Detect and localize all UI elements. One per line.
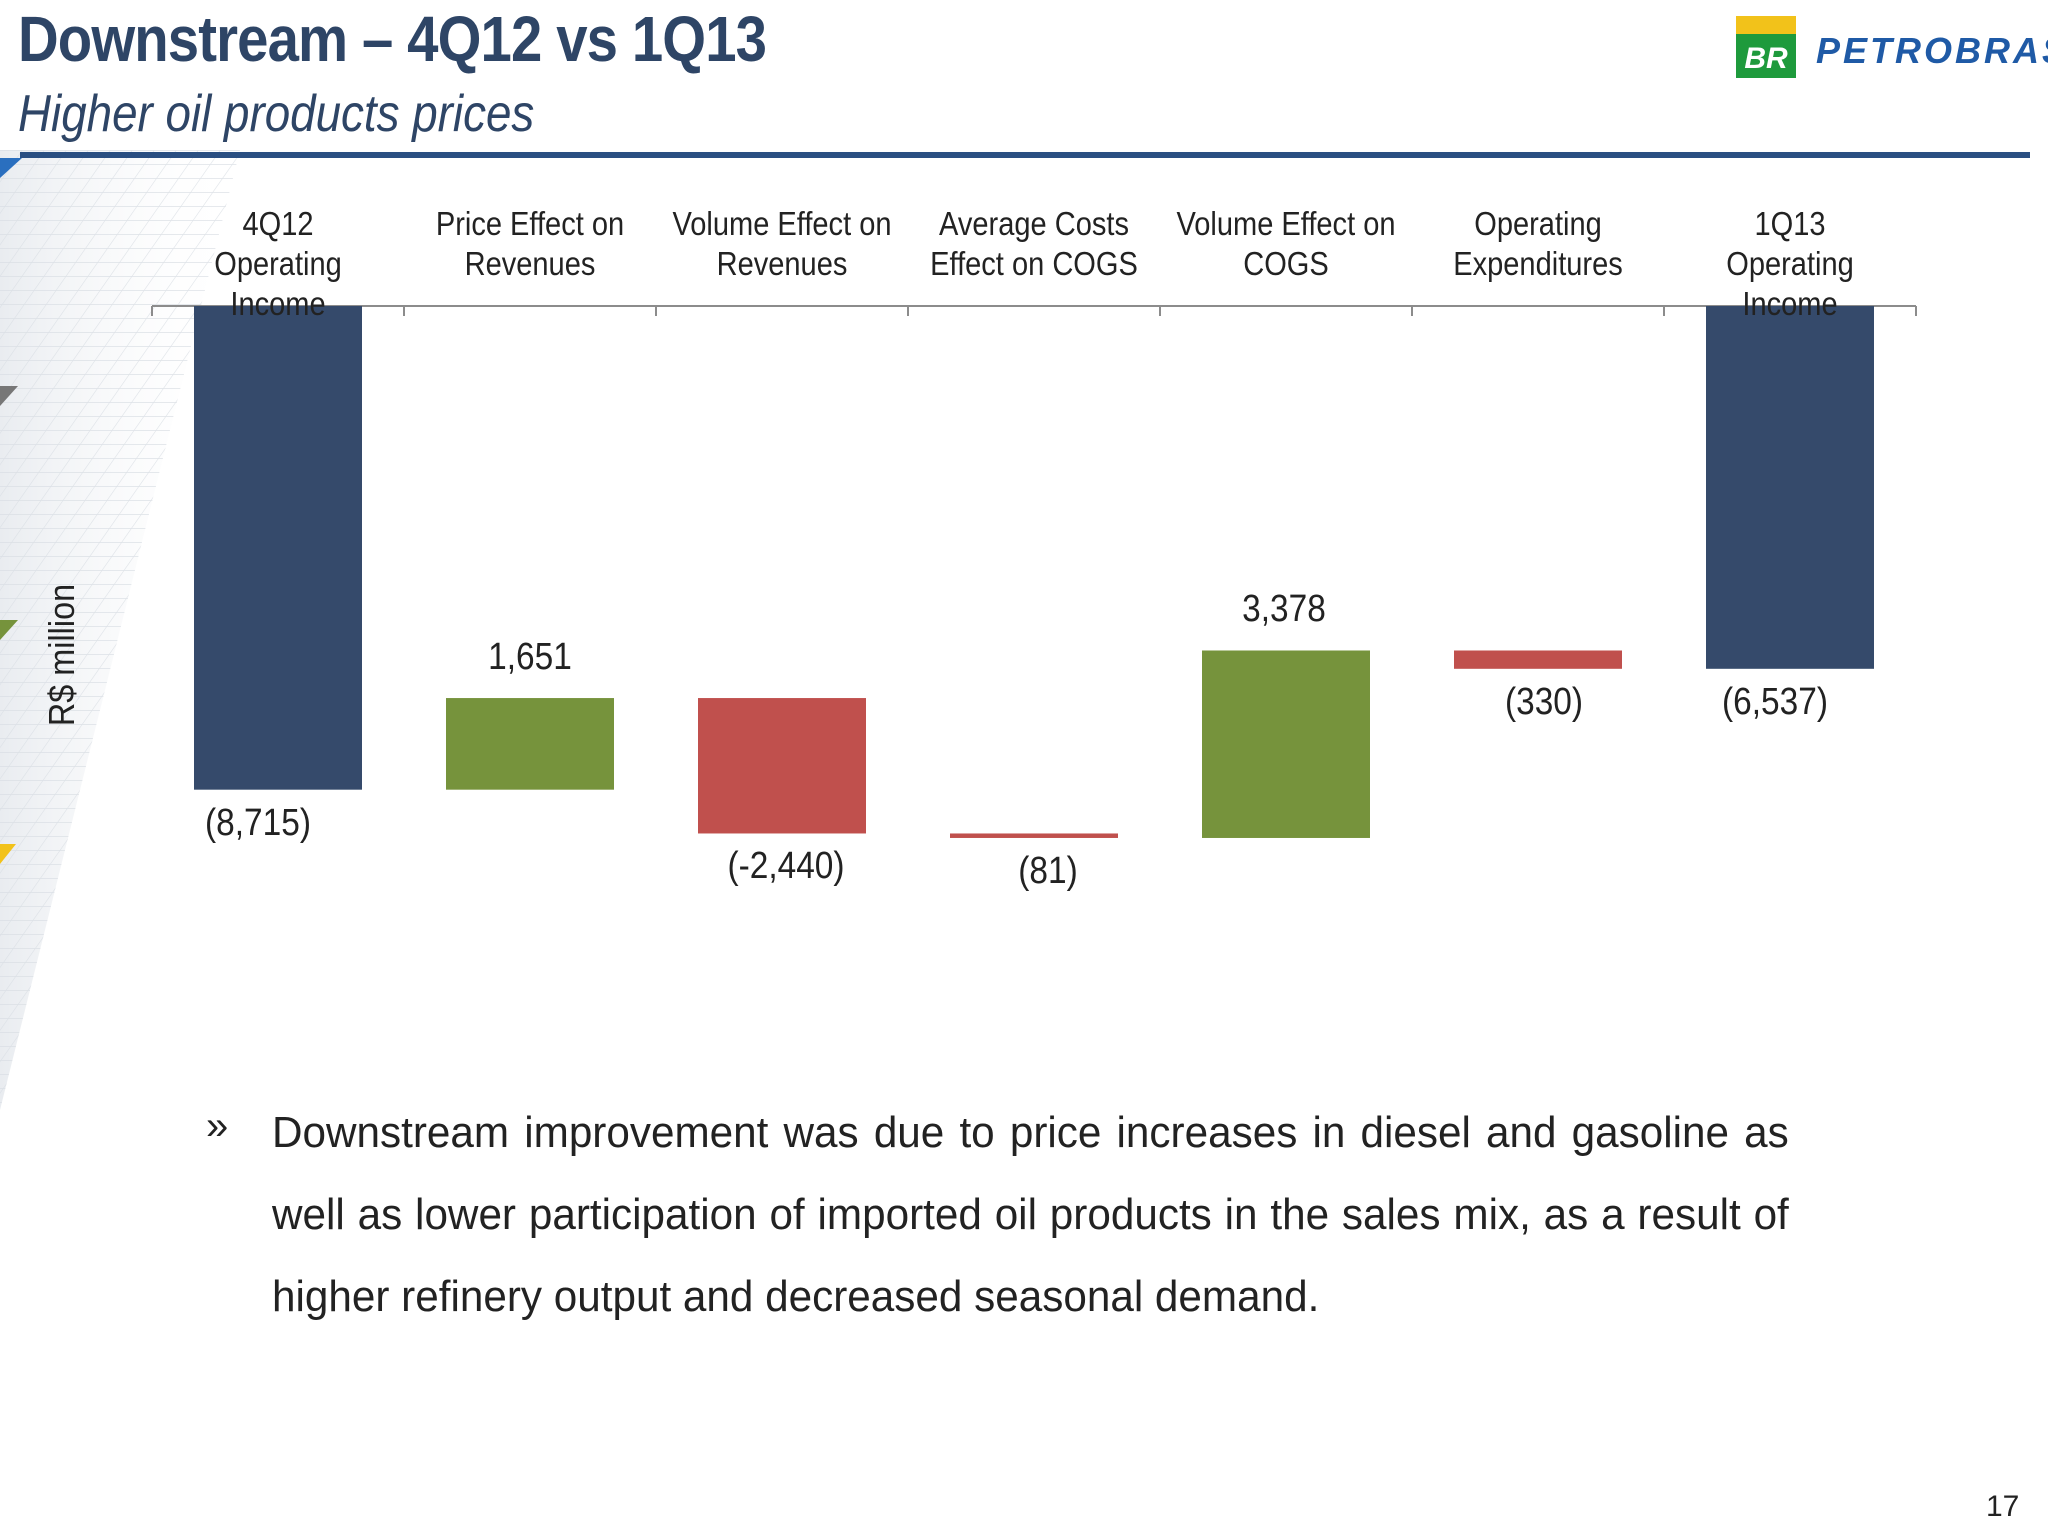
data-label: 1,651 (488, 636, 572, 679)
category-label: Volume Effect on Revenues (672, 204, 892, 284)
category-label-line: Operating (1474, 205, 1602, 242)
bar-1 (446, 698, 614, 790)
category-label-line: Price Effect on (435, 205, 625, 242)
category-label-line: 1Q13 (1754, 205, 1826, 242)
bar-4 (1202, 650, 1370, 838)
category-label: Average Costs Effect on COGS (924, 204, 1144, 284)
bar-2 (698, 698, 866, 834)
bar-3 (950, 833, 1118, 838)
petrobras-logo: BR PETROBRAS (1736, 16, 2048, 78)
bar-5 (1454, 650, 1622, 669)
category-label-line: Volume Effect on (672, 205, 892, 242)
bullet-marker: » (206, 1104, 229, 1148)
page-number: 17 (1986, 1490, 2020, 1523)
data-label: (8,715) (205, 801, 311, 844)
category-label-line: Revenues (464, 245, 596, 282)
header-rule (20, 152, 2030, 158)
bar-0 (194, 306, 362, 790)
data-label: (81) (1018, 849, 1078, 892)
category-label: Price Effect on Revenues (420, 204, 640, 284)
category-label: 1Q13 Operating Income (1680, 204, 1900, 324)
category-label-line: Expenditures (1453, 245, 1623, 282)
page-subtitle: Higher oil products prices (18, 85, 535, 143)
data-label: (330) (1504, 680, 1584, 723)
page-title: Downstream – 4Q12 vs 1Q13 (18, 3, 767, 75)
logo-wordmark: PETROBRAS (1816, 30, 2048, 71)
category-label: 4Q12 Operating Income (168, 204, 388, 324)
category-label: Volume Effect on COGS (1176, 204, 1396, 284)
category-label-line: COGS (1243, 245, 1329, 282)
bar-6 (1706, 306, 1874, 669)
bullet-text: Downstream improvement was due to price … (272, 1108, 1789, 1321)
category-label-line: Operating Income (214, 245, 342, 322)
category-label-line: Operating Income (1726, 245, 1854, 322)
category-label-line: Average Costs (939, 205, 1129, 242)
br-logo-icon: BR (1736, 16, 1796, 78)
data-label: 3,378 (1242, 588, 1326, 631)
y-axis-label: R$ million (41, 583, 82, 727)
category-label-line: Volume Effect on (1176, 205, 1396, 242)
category-label-line: Revenues (716, 245, 848, 282)
background-decoration (0, 150, 240, 1110)
data-label: (6,537) (1722, 680, 1828, 723)
data-label: (-2,440) (727, 845, 845, 888)
category-label-line: 4Q12 (242, 205, 314, 242)
category-label: Operating Expenditures (1428, 204, 1648, 284)
svg-text:BR: BR (1744, 42, 1788, 75)
category-label-line: Effect on COGS (930, 245, 1138, 282)
